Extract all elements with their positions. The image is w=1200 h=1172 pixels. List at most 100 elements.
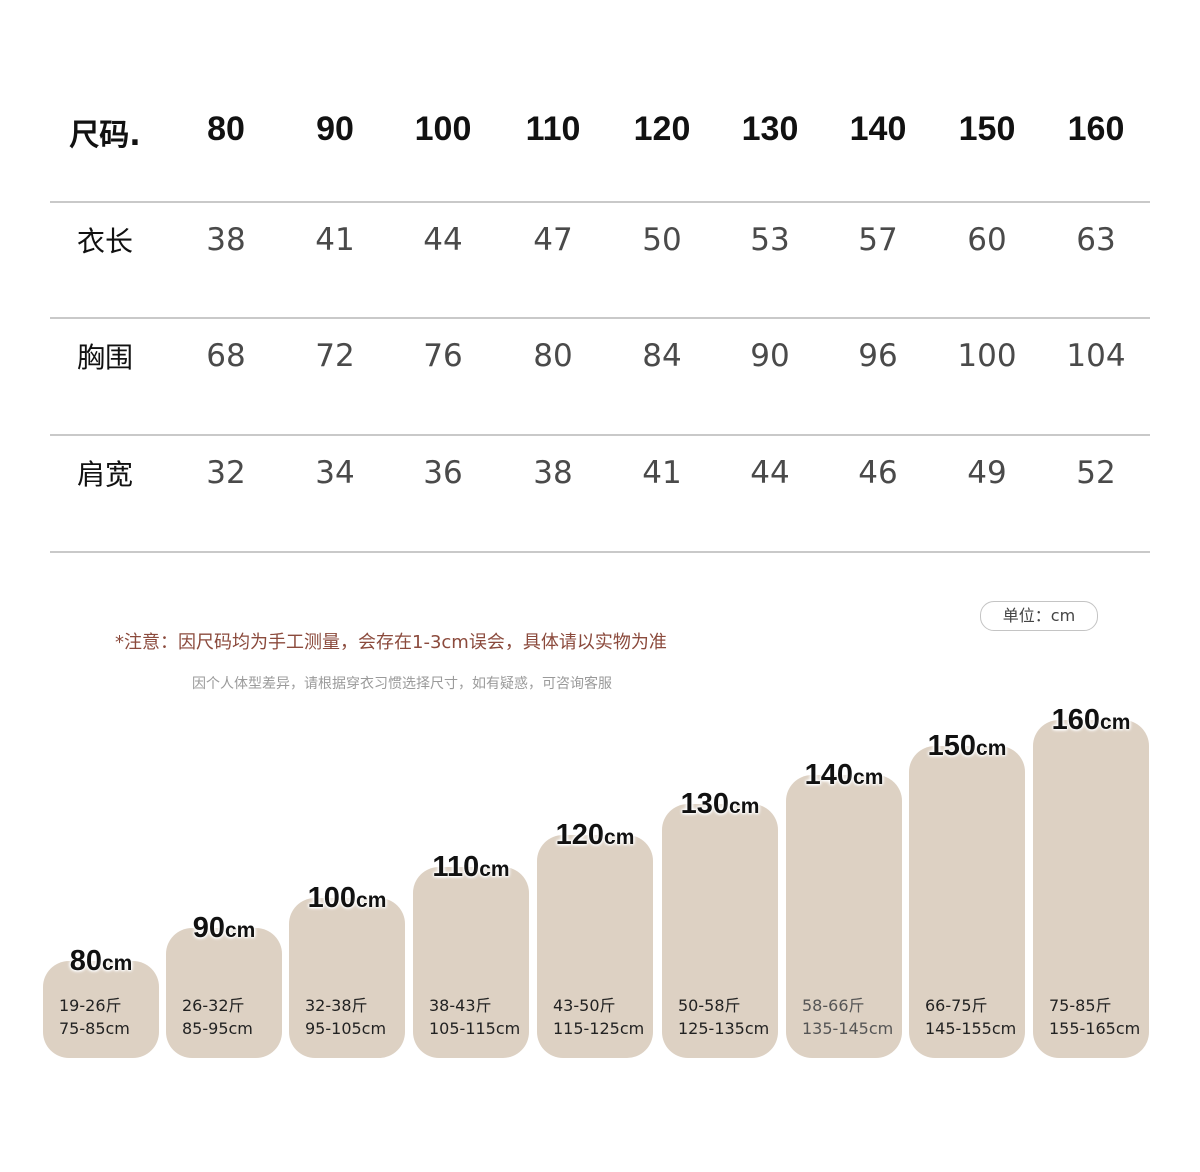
card-weight: 19-26斤	[59, 996, 122, 1015]
size-header-cell: 130	[741, 110, 799, 148]
size-card: 160cm 75-85斤 155-165cm	[1033, 704, 1149, 1058]
table-divider	[50, 434, 1150, 436]
table-cell: 68	[206, 338, 246, 374]
table-cell: 53	[750, 222, 790, 258]
card-height-range: 155-165cm	[1049, 1019, 1141, 1038]
size-header-cell: 140	[849, 110, 907, 148]
card-height-range: 105-115cm	[429, 1019, 521, 1038]
card-info: 75-85斤 155-165cm	[1049, 994, 1140, 1040]
card-weight: 32-38斤	[305, 996, 368, 1015]
card-weight: 58-66斤	[802, 996, 865, 1015]
table-cell: 44	[423, 222, 463, 258]
table-cell: 32	[206, 455, 246, 491]
size-card: 80cm 19-26斤 75-85cm	[43, 945, 159, 1058]
table-cell: 104	[1066, 338, 1126, 374]
card-height-unit: cm	[729, 795, 760, 818]
table-cell: 90	[750, 338, 790, 374]
measurement-note: *注意：因尺码均为手工测量，会存在1-3cm误会，具体请以实物为准	[115, 632, 667, 653]
card-height-unit: cm	[479, 858, 510, 881]
table-cell: 41	[642, 455, 682, 491]
card-info: 26-32斤 85-95cm	[182, 994, 253, 1040]
card-height-value: 120	[555, 819, 605, 851]
size-header-cell: 120	[633, 110, 691, 148]
table-cell: 76	[423, 338, 463, 374]
size-header-label: 尺码.	[69, 118, 141, 153]
card-weight: 26-32斤	[182, 996, 245, 1015]
table-divider	[50, 317, 1150, 319]
card-weight: 38-43斤	[429, 996, 492, 1015]
card-height-value: 80	[69, 945, 102, 977]
card-height-label: 90cm	[166, 912, 282, 945]
card-height-label: 80cm	[43, 945, 159, 978]
card-info: 66-75斤 145-155cm	[925, 994, 1016, 1040]
card-height-range: 75-85cm	[59, 1019, 130, 1038]
card-info: 58-66斤 135-145cm	[802, 994, 893, 1040]
table-cell: 38	[206, 222, 246, 258]
size-card: 140cm 58-66斤 135-145cm	[786, 759, 902, 1058]
size-card: 100cm 32-38斤 95-105cm	[289, 882, 405, 1058]
size-header-cell: 90	[316, 110, 354, 148]
size-header-cell: 160	[1067, 110, 1125, 148]
table-divider	[50, 551, 1150, 553]
card-height-value: 160	[1051, 704, 1101, 736]
table-cell: 46	[858, 455, 898, 491]
fit-note: 因个人体型差异，请根据穿衣习惯选择尺寸，如有疑惑，可咨询客服	[192, 676, 612, 692]
card-height-value: 150	[927, 730, 977, 762]
card-height-unit: cm	[853, 766, 884, 789]
row-label-chest: 胸围	[76, 341, 134, 374]
table-cell: 84	[642, 338, 682, 374]
card-height-unit: cm	[356, 889, 387, 912]
table-cell: 57	[858, 222, 898, 258]
table-cell: 41	[315, 222, 355, 258]
unit-badge: 单位：cm	[980, 601, 1098, 631]
card-height-range: 145-155cm	[925, 1019, 1017, 1038]
card-height-range: 115-125cm	[553, 1019, 645, 1038]
card-height-range: 125-135cm	[678, 1019, 770, 1038]
size-header-cell: 150	[958, 110, 1016, 148]
table-divider	[50, 201, 1150, 203]
card-height-label: 150cm	[909, 730, 1025, 763]
size-card: 90cm 26-32斤 85-95cm	[166, 912, 282, 1058]
size-card: 130cm 50-58斤 125-135cm	[662, 788, 778, 1058]
table-cell: 36	[423, 455, 463, 491]
size-header-cell: 80	[207, 110, 245, 148]
card-info: 19-26斤 75-85cm	[59, 994, 130, 1040]
card-height-range: 85-95cm	[182, 1019, 253, 1038]
card-weight: 43-50斤	[553, 996, 616, 1015]
row-label-shoulder: 肩宽	[76, 458, 134, 491]
card-height-unit: cm	[976, 737, 1007, 760]
card-info: 50-58斤 125-135cm	[678, 994, 769, 1040]
card-info: 43-50斤 115-125cm	[553, 994, 644, 1040]
card-height-unit: cm	[604, 826, 635, 849]
table-cell: 100	[957, 338, 1017, 374]
card-height-label: 120cm	[537, 819, 653, 852]
card-height-value: 100	[307, 882, 357, 914]
table-cell: 38	[533, 455, 573, 491]
card-height-value: 110	[432, 851, 480, 883]
table-cell: 80	[533, 338, 573, 374]
card-height-label: 140cm	[786, 759, 902, 792]
card-weight: 75-85斤	[1049, 996, 1112, 1015]
size-header-row: 尺码. 80 90 100 110 120 130 140 150 160	[50, 110, 1150, 170]
table-cell: 47	[533, 222, 573, 258]
size-header-cell: 110	[525, 110, 581, 148]
card-height-value: 140	[804, 759, 854, 791]
card-height-label: 100cm	[289, 882, 405, 915]
table-cell: 34	[315, 455, 355, 491]
table-cell: 96	[858, 338, 898, 374]
table-cell: 50	[642, 222, 682, 258]
table-cell: 49	[967, 455, 1007, 491]
table-cell: 72	[315, 338, 355, 374]
card-height-label: 160cm	[1033, 704, 1149, 737]
card-height-range: 95-105cm	[305, 1019, 387, 1038]
size-card: 150cm 66-75斤 145-155cm	[909, 730, 1025, 1058]
card-height-label: 110cm	[413, 851, 529, 884]
card-height-unit: cm	[101, 952, 133, 975]
card-height-label: 130cm	[662, 788, 778, 821]
table-cell: 44	[750, 455, 790, 491]
card-height-value: 130	[680, 788, 730, 820]
card-weight: 50-58斤	[678, 996, 741, 1015]
card-weight: 66-75斤	[925, 996, 988, 1015]
size-card: 120cm 43-50斤 115-125cm	[537, 819, 653, 1058]
